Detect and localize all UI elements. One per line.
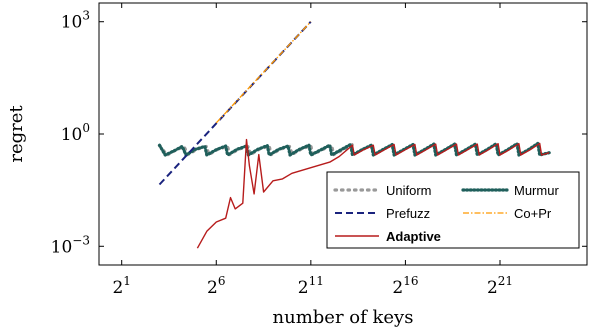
series-line-adaptive: [196, 138, 550, 249]
y-tick-label: 103: [61, 9, 90, 33]
x-tick-label: 26: [207, 274, 225, 298]
legend-label: Co+Pr: [514, 206, 552, 221]
series-line-co-pr: [215, 21, 312, 124]
y-tick-label: 100: [61, 121, 90, 145]
legend-label: Prefuzz: [386, 206, 430, 221]
x-tick-label: 221: [487, 274, 513, 298]
y-tick-label: 10−3: [51, 233, 90, 257]
series-line-murmur: [157, 141, 551, 157]
axis-ticks: 21 26 211 216 221 103 100 10−3: [51, 3, 587, 298]
series-layer: [157, 21, 551, 249]
y-axis-label: regret: [6, 105, 27, 163]
legend: Uniform Murmur Prefuzz Co+Pr Adaptive: [326, 171, 580, 249]
x-tick-label: 21: [112, 274, 130, 298]
legend-label: Adaptive: [386, 229, 441, 244]
x-axis-label: number of keys: [273, 307, 414, 328]
x-tick-label: 216: [392, 274, 418, 298]
legend-label: Uniform: [386, 183, 432, 198]
x-tick-label: 211: [298, 274, 324, 298]
legend-label: Murmur: [514, 183, 559, 198]
